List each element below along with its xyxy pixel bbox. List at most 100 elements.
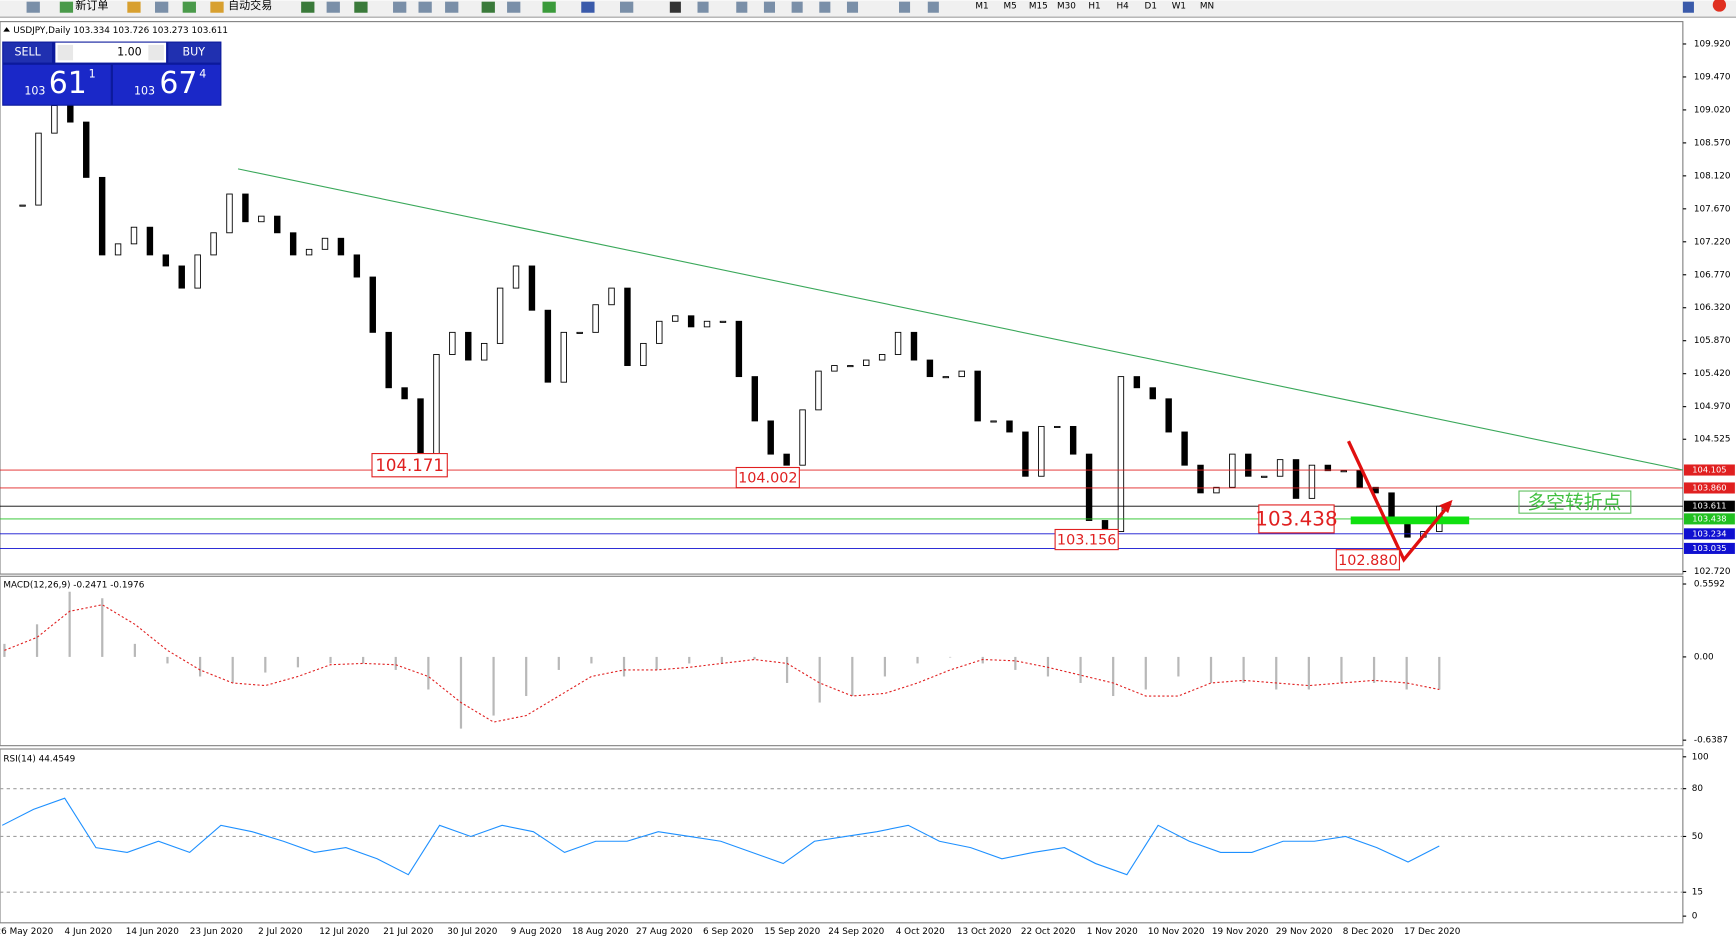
y-tick-label: 0.00 — [1694, 652, 1714, 662]
timeframe-button[interactable]: M15 — [1029, 2, 1048, 12]
timeframe-button[interactable]: W1 — [1172, 2, 1186, 12]
icon[interactable] — [155, 1, 169, 13]
trendline — [237, 168, 1683, 471]
macd-bar — [688, 656, 691, 664]
candle — [1149, 387, 1156, 400]
icon[interactable] — [899, 1, 911, 13]
turn-label: 多空转折点 — [1527, 492, 1621, 514]
candle — [385, 331, 392, 389]
icon[interactable] — [26, 1, 40, 13]
icon[interactable] — [326, 1, 340, 13]
icon[interactable] — [127, 1, 141, 13]
icon[interactable] — [819, 1, 831, 13]
timeframe-button[interactable]: MN — [1200, 2, 1214, 12]
candle — [51, 105, 58, 134]
x-tick-label: 15 Sep 2020 — [764, 927, 820, 937]
v-arrow — [1346, 440, 1452, 563]
candle — [19, 204, 26, 207]
icon[interactable] — [736, 1, 748, 13]
candle — [592, 304, 599, 333]
icon[interactable] — [301, 1, 315, 13]
macd-bar — [883, 656, 887, 677]
bid-box[interactable] — [3, 64, 111, 105]
icon[interactable] — [927, 1, 939, 13]
collapse-icon[interactable] — [3, 27, 10, 32]
ask-box[interactable] — [112, 64, 221, 105]
macd-bar — [264, 656, 267, 673]
timeframe-button[interactable]: M30 — [1057, 2, 1076, 12]
lot-up[interactable] — [148, 44, 164, 61]
icon[interactable] — [445, 1, 459, 13]
macd-bar — [198, 656, 202, 677]
alert-icon[interactable] — [1712, 0, 1727, 12]
macd-bar — [1046, 656, 1050, 677]
y-tick-label: -0.6387 — [1694, 736, 1728, 746]
sell-label[interactable]: SELL — [15, 46, 42, 59]
level-tag — [1683, 464, 1735, 476]
macd-bar — [1438, 656, 1441, 690]
candle — [624, 287, 631, 366]
macd-bar — [133, 643, 136, 657]
timeframe-button[interactable]: D1 — [1145, 2, 1157, 12]
level-label: 103.035 — [1692, 543, 1726, 553]
icon[interactable] — [393, 1, 407, 13]
candle — [831, 365, 838, 372]
candle — [83, 121, 90, 178]
icon[interactable] — [791, 1, 803, 13]
level-label: 103.234 — [1692, 528, 1726, 538]
buy-button[interactable] — [168, 42, 221, 63]
icon[interactable] — [507, 1, 521, 13]
toolbar-button[interactable]: 自动交易 — [228, 0, 272, 12]
icon[interactable] — [182, 1, 196, 13]
toolbar-button[interactable]: 新订单 — [75, 0, 108, 12]
timeframe-button[interactable]: H4 — [1117, 2, 1130, 12]
candle — [1069, 425, 1077, 455]
icon[interactable] — [542, 1, 556, 13]
lot-input[interactable] — [55, 42, 167, 63]
annotations: 104.171 104.002 103.156 103.438 102.880 — [371, 453, 1400, 571]
price-annotation: 103.438 — [1255, 508, 1337, 531]
icon[interactable] — [481, 1, 495, 13]
icon[interactable] — [697, 1, 709, 13]
icon[interactable] — [620, 1, 634, 13]
timeframe-button[interactable]: M5 — [1004, 2, 1017, 12]
candle — [878, 354, 886, 361]
rsi-pane — [0, 748, 1684, 924]
icon[interactable] — [354, 1, 368, 13]
price-annotation: 102.880 — [1338, 553, 1397, 569]
icon[interactable] — [581, 1, 595, 13]
icon[interactable] — [418, 1, 432, 13]
icon[interactable] — [210, 1, 224, 13]
sell-button[interactable] — [3, 42, 53, 63]
icon[interactable] — [59, 1, 74, 13]
candle — [528, 265, 536, 311]
x-tick-label: 2 Jul 2020 — [258, 927, 303, 937]
icon[interactable] — [669, 1, 681, 13]
price-annotation-box — [371, 453, 448, 478]
icon[interactable] — [763, 1, 775, 13]
x-tick-label: 13 Oct 2020 — [957, 927, 1012, 937]
arrow-head — [1439, 499, 1453, 514]
candle — [942, 376, 950, 379]
timeframe-button[interactable]: H1 — [1088, 2, 1100, 12]
buy-label[interactable]: BUY — [183, 46, 206, 59]
level-label: 103.611 — [1692, 501, 1726, 511]
y-tick-label: 104.525 — [1694, 435, 1731, 445]
timeframe-button[interactable]: M1 — [975, 2, 988, 12]
price-annotation-box — [1258, 504, 1335, 534]
search-icon[interactable] — [1682, 1, 1694, 13]
y-tick-label: 106.770 — [1694, 270, 1731, 280]
price-annotation-box — [1054, 528, 1119, 551]
icon[interactable] — [846, 1, 859, 13]
macd-bar — [720, 656, 723, 664]
lot-down[interactable] — [57, 44, 74, 61]
lot-value[interactable]: 1.00 — [117, 46, 142, 59]
candle — [656, 320, 663, 344]
candle — [242, 193, 249, 223]
bid-main: 61 — [49, 66, 87, 101]
macd-bar — [916, 656, 919, 664]
x-tick-label: 6 Sep 2020 — [703, 927, 754, 937]
macd-bar — [655, 656, 658, 670]
